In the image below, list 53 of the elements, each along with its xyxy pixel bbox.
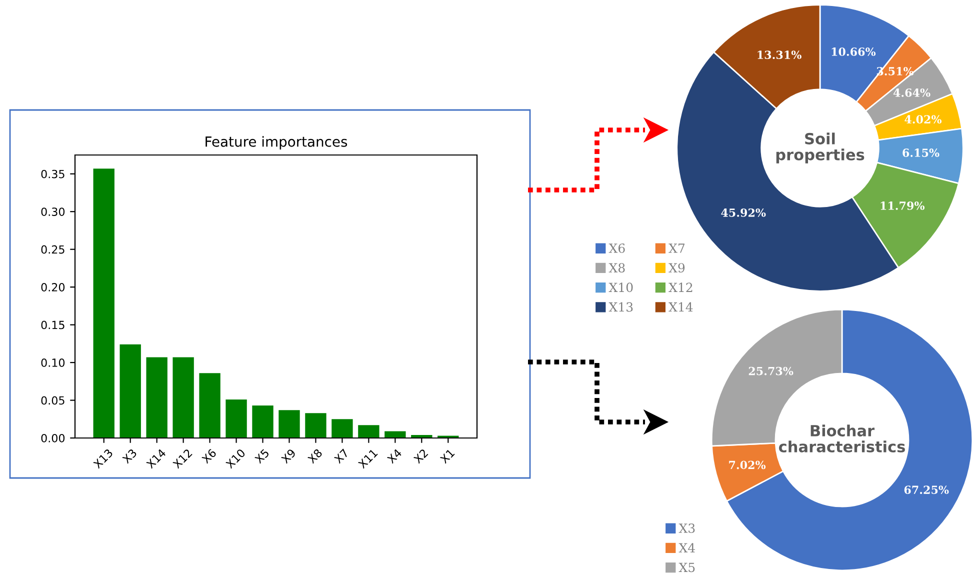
legend-label: X3 bbox=[678, 523, 695, 533]
y-tick-label: 0.35 bbox=[41, 170, 64, 178]
data-label: 13.31% bbox=[758, 50, 802, 60]
bar bbox=[146, 357, 168, 438]
x-tick-label: X8 bbox=[307, 448, 323, 464]
x-tick-label: X6 bbox=[201, 448, 217, 464]
data-label: 10.66% bbox=[832, 48, 876, 56]
legend-label: X9 bbox=[668, 263, 685, 273]
legend-label: X13 bbox=[608, 302, 633, 312]
bar bbox=[252, 406, 274, 438]
x-tick-label: X9 bbox=[280, 448, 296, 464]
y-tick-label: 0.15 bbox=[41, 320, 64, 330]
legend-label: X10 bbox=[608, 282, 633, 292]
bar bbox=[332, 419, 353, 438]
bar bbox=[278, 410, 300, 438]
y-tick-label: 0.30 bbox=[41, 208, 65, 216]
data-label: 25.73% bbox=[748, 366, 794, 376]
text: Biochar characteristics bbox=[778, 424, 905, 452]
bar bbox=[226, 400, 247, 438]
data-label: 4.02% bbox=[904, 115, 942, 124]
legend-label: X7 bbox=[668, 244, 684, 253]
y-tick-label: 0.25 bbox=[41, 245, 64, 254]
legend-label: X4 bbox=[678, 543, 695, 552]
bar bbox=[93, 168, 114, 438]
bar bbox=[199, 373, 220, 438]
legend-label: X14 bbox=[668, 302, 693, 312]
data-label: 7.02% bbox=[729, 460, 766, 470]
bar bbox=[305, 413, 326, 438]
y-tick-label: 0.20 bbox=[41, 283, 65, 292]
x-tick-label: X1 bbox=[440, 448, 455, 464]
data-label: 67.25% bbox=[904, 486, 949, 494]
x-tick-label: X2 bbox=[413, 448, 428, 464]
bar bbox=[172, 357, 194, 438]
x-tick-label: X3 bbox=[122, 448, 138, 464]
x-tick-label: X5 bbox=[254, 448, 270, 464]
y-tick-label: 0.05 bbox=[41, 396, 64, 405]
legend-label: X5 bbox=[678, 562, 695, 572]
chart-title: Feature importances bbox=[206, 136, 348, 150]
bar bbox=[384, 431, 406, 438]
x-tick-label: X7 bbox=[334, 448, 349, 464]
y-tick-label: 0.00 bbox=[41, 434, 65, 442]
data-label: 45.92% bbox=[721, 208, 766, 217]
legend-label: X8 bbox=[608, 263, 625, 273]
data-label: 6.15% bbox=[902, 148, 940, 157]
y-tick-label: 0.10 bbox=[41, 358, 65, 367]
legend-label: X12 bbox=[668, 282, 692, 292]
bar bbox=[358, 425, 380, 438]
data-label: 11.79% bbox=[880, 201, 925, 210]
text: Soil properties bbox=[776, 132, 864, 164]
x-tick-label: X4 bbox=[386, 448, 402, 464]
legend-label: X6 bbox=[608, 243, 625, 253]
bar bbox=[120, 344, 141, 438]
data-label: 4.64% bbox=[893, 88, 930, 97]
